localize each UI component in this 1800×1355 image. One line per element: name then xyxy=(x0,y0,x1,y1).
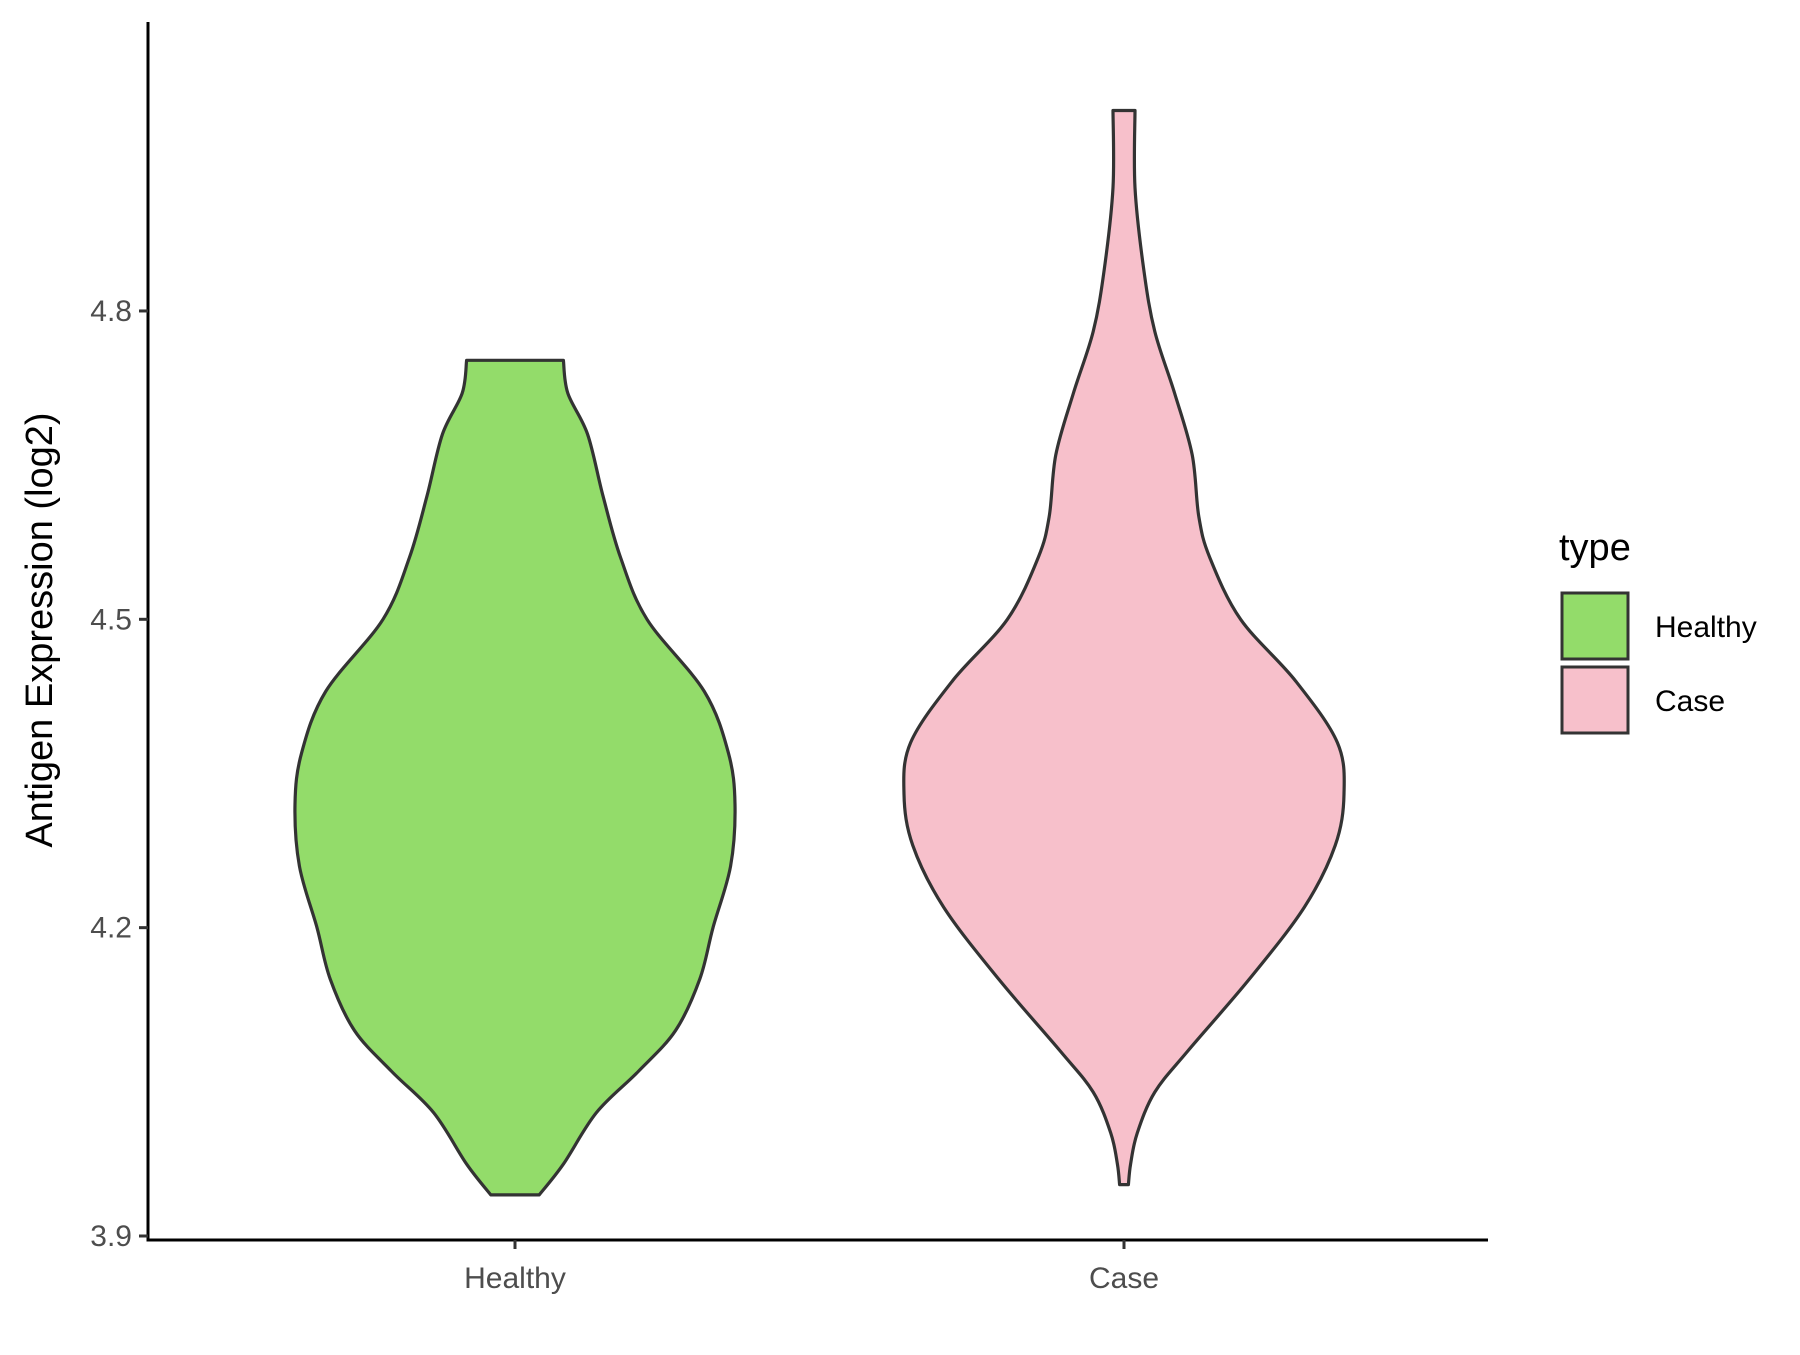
legend-swatch-case xyxy=(1560,665,1630,735)
legend-label-case: Case xyxy=(1655,685,1725,718)
y-tick-label: 3.9 xyxy=(90,1220,132,1253)
violin-healthy xyxy=(293,358,737,1197)
y-ticks: 3.9 4.2 4.5 4.8 xyxy=(90,295,148,1253)
x-tick-label: Case xyxy=(1089,1262,1159,1295)
legend-swatch-healthy xyxy=(1560,591,1630,661)
y-tick-label: 4.8 xyxy=(90,295,132,328)
violins-layer xyxy=(293,108,1346,1197)
legend: type Healthy Case xyxy=(1559,527,1757,735)
y-axis-title: Antigen Expression (log2) xyxy=(19,412,61,847)
x-tick-label: Healthy xyxy=(464,1262,566,1295)
y-tick-label: 4.2 xyxy=(90,912,132,945)
y-tick-label: 4.5 xyxy=(90,603,132,636)
x-ticks: Healthy Case xyxy=(464,1240,1159,1295)
violin-case xyxy=(902,108,1346,1187)
axes-layer xyxy=(146,22,1488,1242)
legend-title: type xyxy=(1559,527,1631,569)
legend-label-healthy: Healthy xyxy=(1655,611,1757,644)
